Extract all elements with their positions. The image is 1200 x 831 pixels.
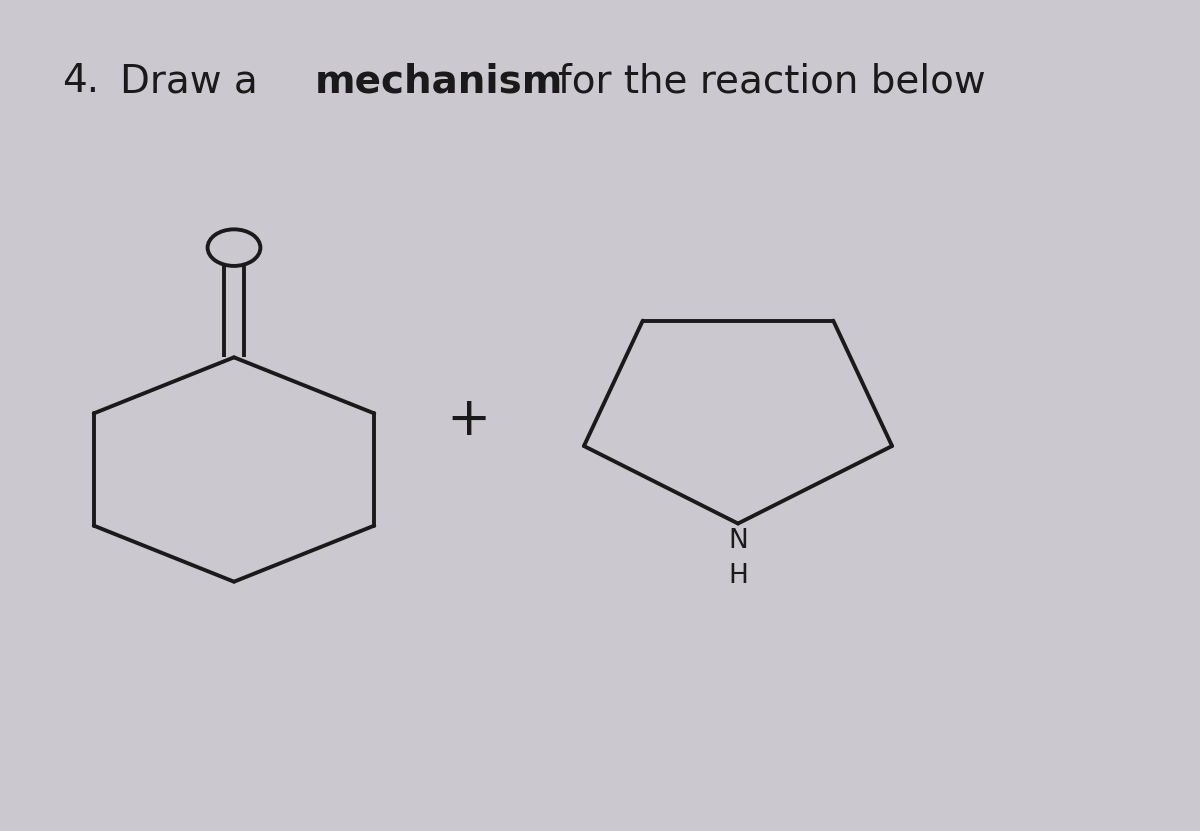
Text: mechanism: mechanism <box>314 62 563 101</box>
Text: H: H <box>728 563 748 588</box>
Text: N: N <box>728 528 748 553</box>
Text: for the reaction below: for the reaction below <box>558 62 985 101</box>
Text: 4.: 4. <box>62 62 100 101</box>
Text: +: + <box>446 394 490 445</box>
Text: Draw a: Draw a <box>120 62 270 101</box>
